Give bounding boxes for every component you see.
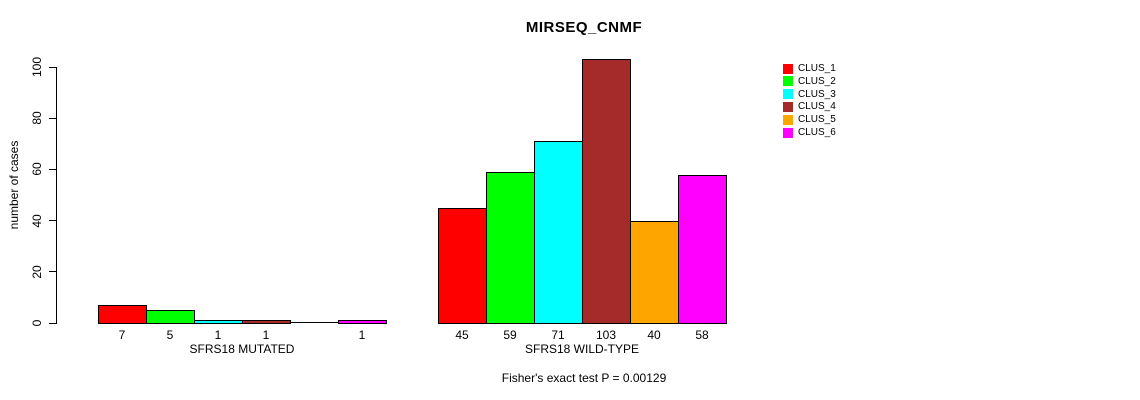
bar-clus_4: [582, 59, 631, 324]
y-tick-label: 80: [30, 111, 44, 125]
legend-item: CLUS_4: [783, 101, 836, 112]
bar-value-label: 103: [595, 328, 617, 342]
bar-clus_6: [338, 320, 387, 324]
x-axis-group-label: SFRS18 WILD-TYPE: [524, 342, 640, 356]
y-tick-mark: [49, 168, 56, 170]
legend-swatch: [783, 76, 793, 87]
bar-value-label: 45: [455, 328, 469, 342]
bar-value-label: 58: [695, 328, 709, 342]
y-tick-mark: [49, 220, 56, 222]
legend-swatch: [783, 127, 793, 138]
legend-label: CLUS_3: [798, 88, 836, 100]
bar-clus_5: [290, 322, 339, 323]
bar-clus_3: [534, 141, 583, 324]
bar-clus_6: [678, 175, 727, 324]
y-axis-line: [56, 67, 57, 324]
legend-swatch: [783, 89, 793, 100]
legend-label: CLUS_5: [798, 114, 836, 126]
bar-value-label: 40: [647, 328, 661, 342]
bar-value-label: 1: [358, 328, 366, 342]
legend-swatch: [783, 101, 793, 112]
bar-clus_1: [98, 305, 147, 324]
y-tick-label: 0: [30, 319, 44, 327]
bar-value-label: 1: [262, 328, 270, 342]
chart-title: MIRSEQ_CNMF: [525, 19, 643, 36]
bar-clus_4: [242, 320, 291, 324]
bar-value-label: 7: [118, 328, 126, 342]
legend-item: CLUS_2: [783, 76, 836, 87]
y-tick-mark: [49, 271, 56, 273]
legend-label: CLUS_2: [798, 75, 836, 87]
legend-swatch: [783, 114, 793, 125]
bar-clus_1: [438, 208, 487, 324]
y-tick-label: 40: [30, 213, 44, 228]
legend-label: CLUS_4: [798, 101, 836, 113]
x-axis-group-label: SFRS18 MUTATED: [189, 342, 295, 356]
y-tick-mark: [49, 117, 56, 119]
legend-item: CLUS_1: [783, 63, 836, 74]
bar-value-label: 1: [214, 328, 222, 342]
y-tick-mark: [49, 322, 56, 324]
fisher-test-annotation: Fisher's exact test P = 0.00129: [501, 371, 667, 385]
y-axis-label: number of cases: [7, 140, 21, 230]
bar-value-label: 71: [551, 328, 565, 342]
bar-clus_2: [486, 172, 535, 324]
legend-item: CLUS_5: [783, 114, 836, 125]
bar-clus_2: [146, 310, 195, 324]
y-tick-mark: [49, 66, 56, 68]
legend-swatch: [783, 63, 793, 74]
bar-value-label: 59: [503, 328, 517, 342]
y-tick-label: 20: [30, 265, 44, 279]
bar-clus_5: [630, 221, 679, 324]
bar-value-label: 5: [166, 328, 174, 342]
legend-item: CLUS_6: [783, 127, 836, 138]
legend-label: CLUS_6: [798, 127, 836, 138]
bar-clus_3: [194, 320, 243, 324]
legend-item: CLUS_3: [783, 89, 836, 100]
y-tick-label: 60: [30, 162, 44, 177]
legend-label: CLUS_1: [798, 63, 836, 74]
y-tick-label: 100: [30, 56, 44, 78]
